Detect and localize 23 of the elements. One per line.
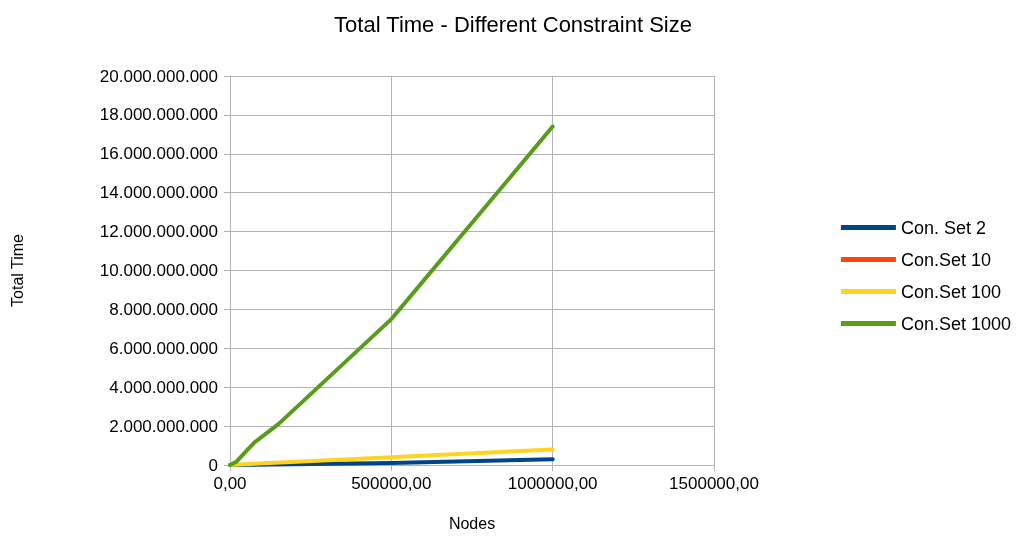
x-tick-label: 1000000,00 xyxy=(507,474,598,493)
y-tick-label: 18.000.000.000 xyxy=(99,105,218,125)
y-tick-label: 20.000.000.000 xyxy=(99,66,218,86)
x-tick-label: 500000,00 xyxy=(351,474,432,493)
y-tick-label: 0 xyxy=(208,455,218,475)
y-tick-label: 14.000.000.000 xyxy=(99,183,218,203)
y-tick-label: 16.000.000.000 xyxy=(99,144,218,164)
y-tick-label: 2.000.000.000 xyxy=(109,416,218,436)
y-axis-title: Total Time xyxy=(8,233,26,307)
chart-title: Total Time - Different Constraint Size xyxy=(334,11,692,37)
y-tick-label: 6.000.000.000 xyxy=(109,338,218,358)
legend-label: Con.Set 1000 xyxy=(900,313,1012,334)
legend-label: Con. Set 2 xyxy=(900,217,986,238)
line-series xyxy=(228,124,555,467)
x-axis-title: Nodes xyxy=(448,514,496,532)
y-tick-label: 8.000.000.000 xyxy=(109,299,218,319)
legend-label: Con.Set 100 xyxy=(900,281,1001,302)
legend-label: Con.Set 10 xyxy=(900,249,991,270)
y-tick-label: 12.000.000.000 xyxy=(99,222,218,242)
y-tick-label: 10.000.000.000 xyxy=(99,261,218,280)
y-tick-label: 4.000.000.000 xyxy=(109,377,218,397)
x-tick-label: 1500000,00 xyxy=(669,474,759,493)
x-tick-label: 0,00 xyxy=(213,474,247,493)
